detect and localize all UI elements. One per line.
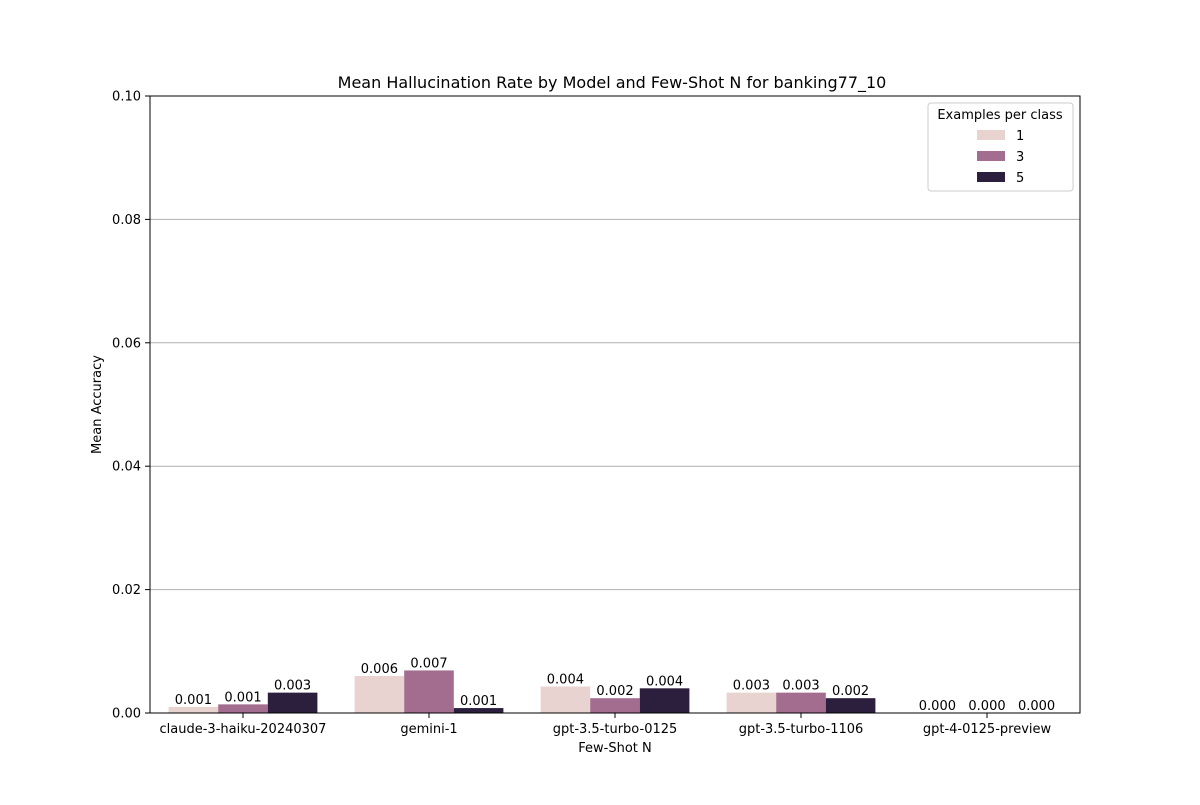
bar-1-gemini-1	[354, 675, 405, 713]
bar-1-gpt-3.5-turbo-0125	[540, 686, 591, 713]
legend: Examples per class 1 3 5	[927, 102, 1074, 192]
data-label: 0.000	[919, 699, 956, 714]
x-axis-ticks: claude-3-haiku-20240307 gemini-1 gpt-3.5-t…	[160, 713, 1052, 737]
bar-3-gpt-3.5-turbo-0125	[590, 698, 640, 713]
data-label: 0.004	[547, 672, 584, 687]
data-label: 0.000	[1018, 699, 1055, 714]
data-label: 0.001	[460, 694, 497, 709]
data-label: 0.002	[596, 684, 633, 699]
data-label: 0.001	[175, 693, 212, 708]
data-label: 0.003	[733, 679, 770, 694]
data-labels: 0.001 0.001 0.003 0.006 0.007 0.001 0.004 0.002…	[175, 656, 1055, 714]
legend-label-1: 1	[1016, 129, 1024, 144]
legend-swatch-3	[977, 151, 1005, 161]
legend-swatch-5	[977, 172, 1005, 182]
y-axis-title: Mean Accuracy	[90, 355, 105, 454]
data-label: 0.002	[832, 684, 869, 699]
legend-swatch-1	[977, 130, 1005, 140]
data-label: 0.007	[410, 656, 447, 671]
bar-3-claude-3-haiku-20240307	[218, 704, 268, 713]
y-tick-label: 0.08	[112, 213, 141, 228]
bars	[168, 670, 876, 713]
bar-1-gpt-3.5-turbo-1106	[726, 692, 777, 713]
y-tick-label: 0.04	[112, 460, 141, 475]
bar-3-gemini-1	[404, 670, 454, 713]
data-label: 0.000	[968, 699, 1005, 714]
data-label: 0.004	[646, 674, 683, 689]
y-tick-label: 0.02	[112, 583, 141, 598]
gridlines	[150, 218, 1080, 591]
bar-5-gpt-3.5-turbo-0125	[639, 688, 690, 713]
data-label: 0.003	[782, 679, 819, 694]
bar-5-claude-3-haiku-20240307	[267, 692, 318, 713]
data-label: 0.001	[224, 690, 261, 705]
bar-5-gpt-3.5-turbo-1106	[825, 698, 876, 713]
legend-box	[927, 102, 1074, 192]
chart-title: Mean Hallucination Rate by Model and Few…	[338, 73, 887, 93]
x-tick-label: gpt-3.5-turbo-0125	[553, 722, 678, 737]
y-tick-label: 0.06	[112, 336, 141, 351]
bar-1-claude-3-haiku-20240307	[168, 706, 219, 713]
bar-3-gpt-3.5-turbo-1106	[776, 692, 826, 713]
x-tick-label: gemini-1	[400, 722, 457, 737]
y-tick-label: 0.00	[112, 707, 141, 722]
data-label: 0.003	[274, 679, 311, 694]
x-axis-title: Few-Shot N	[578, 741, 652, 756]
data-label: 0.006	[361, 662, 398, 677]
bar-5-gemini-1	[453, 708, 504, 713]
y-axis-ticks: 0.00 0.02 0.04 0.06 0.08 0.10	[112, 90, 150, 722]
legend-label-5: 5	[1016, 171, 1024, 186]
legend-title: Examples per class	[937, 108, 1063, 123]
x-tick-label: gpt-4-0125-preview	[923, 722, 1052, 737]
y-tick-label: 0.10	[112, 90, 141, 105]
x-tick-label: claude-3-haiku-20240307	[160, 722, 327, 737]
x-tick-label: gpt-3.5-turbo-1106	[739, 722, 864, 737]
legend-label-3: 3	[1016, 150, 1024, 165]
